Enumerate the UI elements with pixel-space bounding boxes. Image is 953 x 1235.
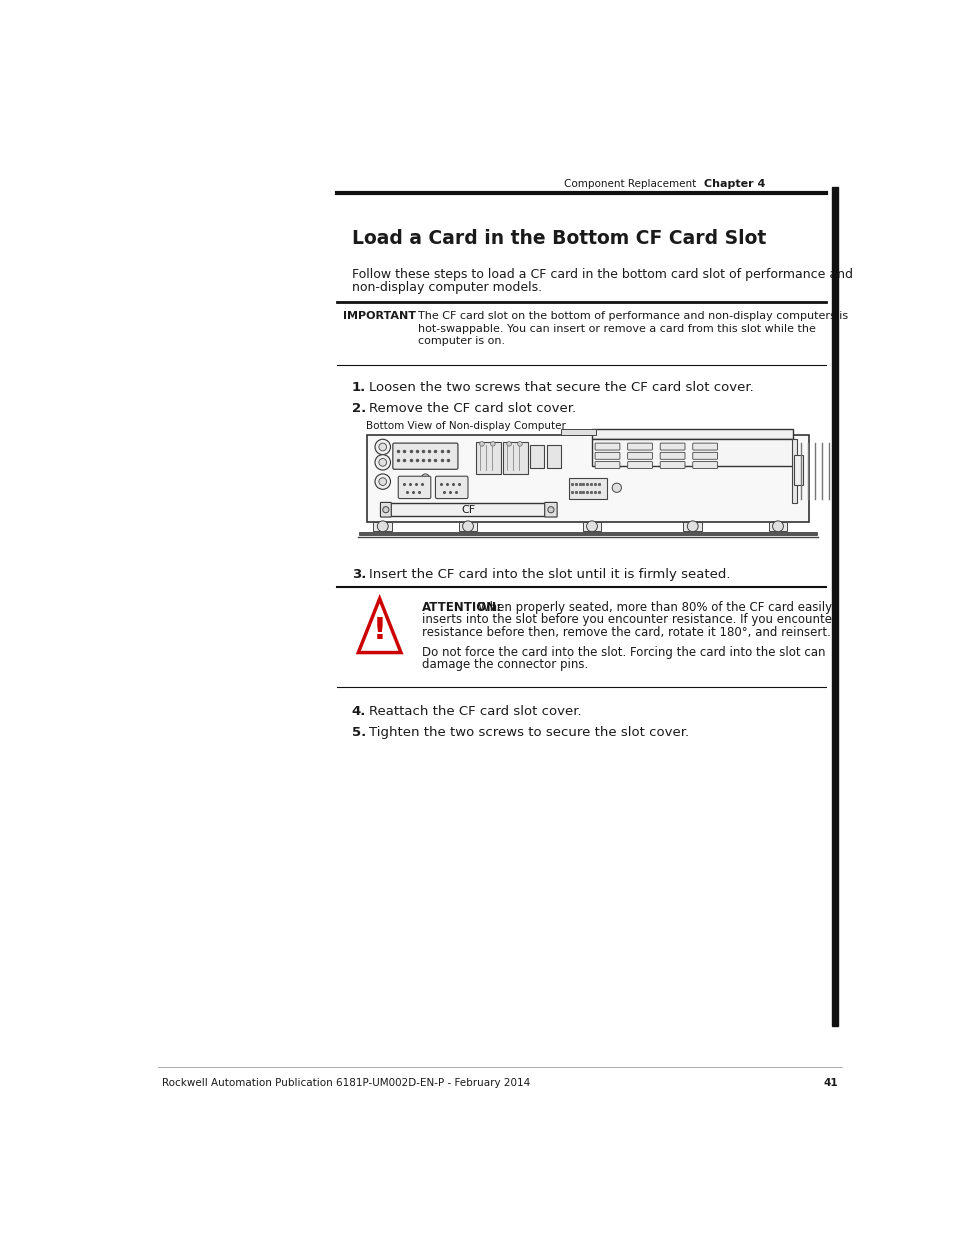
Text: Component Replacement: Component Replacement: [564, 179, 696, 189]
Circle shape: [378, 443, 386, 451]
Text: The CF card slot on the bottom of performance and non-display computers is: The CF card slot on the bottom of perfor…: [418, 311, 847, 321]
FancyBboxPatch shape: [393, 443, 457, 469]
Text: Rockwell Automation Publication 6181P-UM002D-EN-P - February 2014: Rockwell Automation Publication 6181P-UM…: [162, 1078, 530, 1088]
Circle shape: [686, 521, 698, 531]
Bar: [502, 442, 527, 474]
Text: Tighten the two screws to secure the slot cover.: Tighten the two screws to secure the slo…: [369, 726, 688, 740]
FancyBboxPatch shape: [595, 452, 619, 459]
Bar: [592, 440, 793, 466]
FancyBboxPatch shape: [627, 462, 652, 468]
Text: 4.: 4.: [352, 705, 366, 718]
Text: 2.: 2.: [352, 403, 366, 415]
Text: Chapter 4: Chapter 4: [703, 179, 765, 189]
Text: 3.: 3.: [352, 568, 366, 580]
Bar: [582, 521, 600, 531]
Text: When properly seated, more than 80% of the CF card easily: When properly seated, more than 80% of t…: [477, 601, 831, 614]
Circle shape: [547, 506, 554, 513]
Circle shape: [462, 521, 473, 531]
Circle shape: [490, 442, 495, 446]
Circle shape: [375, 440, 390, 454]
FancyBboxPatch shape: [627, 452, 652, 459]
Bar: [390, 503, 545, 516]
Text: 5.: 5.: [352, 726, 366, 740]
FancyBboxPatch shape: [595, 462, 619, 468]
Bar: [373, 521, 392, 531]
Circle shape: [586, 521, 597, 531]
Circle shape: [377, 521, 388, 531]
Text: IMPORTANT: IMPORTANT: [343, 311, 416, 321]
Circle shape: [421, 474, 429, 482]
Text: Reattach the CF card slot cover.: Reattach the CF card slot cover.: [369, 705, 580, 718]
FancyBboxPatch shape: [692, 462, 717, 468]
Circle shape: [517, 442, 521, 446]
FancyBboxPatch shape: [659, 443, 684, 450]
FancyBboxPatch shape: [595, 443, 619, 450]
Circle shape: [479, 442, 484, 446]
Text: computer is on.: computer is on.: [418, 336, 505, 346]
Bar: [476, 442, 500, 474]
Text: hot-swappable. You can insert or remove a card from this slot while the: hot-swappable. You can insert or remove …: [418, 324, 816, 333]
Circle shape: [375, 474, 390, 489]
Text: ATTENTION:: ATTENTION:: [422, 601, 502, 614]
Circle shape: [375, 454, 390, 471]
Text: Loosen the two screws that secure the CF card slot cover.: Loosen the two screws that secure the CF…: [369, 380, 753, 394]
Bar: [768, 521, 786, 531]
Text: 41: 41: [822, 1078, 837, 1088]
FancyBboxPatch shape: [627, 443, 652, 450]
Text: non-display computer models.: non-display computer models.: [352, 282, 541, 294]
Text: Insert the CF card into the slot until it is firmly seated.: Insert the CF card into the slot until i…: [369, 568, 730, 580]
Text: Remove the CF card slot cover.: Remove the CF card slot cover.: [369, 403, 576, 415]
Bar: [458, 521, 476, 531]
FancyBboxPatch shape: [659, 462, 684, 468]
Bar: [592, 430, 793, 440]
Text: resistance before then, remove the card, rotate it 180°, and reinsert.: resistance before then, remove the card,…: [422, 626, 830, 638]
Circle shape: [378, 458, 386, 466]
FancyBboxPatch shape: [435, 477, 468, 499]
Circle shape: [378, 478, 386, 485]
Circle shape: [772, 521, 782, 531]
Bar: [530, 445, 543, 468]
Circle shape: [612, 483, 620, 493]
Bar: [831, 186, 837, 1026]
Bar: [791, 440, 797, 503]
Text: damage the connector pins.: damage the connector pins.: [422, 658, 588, 671]
Circle shape: [382, 506, 389, 513]
Polygon shape: [358, 599, 400, 652]
Text: CF: CF: [460, 505, 475, 515]
Bar: [546, 445, 560, 468]
Text: Follow these steps to load a CF card in the bottom card slot of performance and: Follow these steps to load a CF card in …: [352, 268, 852, 280]
FancyBboxPatch shape: [380, 503, 391, 517]
Text: inserts into the slot before you encounter resistance. If you encounter: inserts into the slot before you encount…: [422, 614, 837, 626]
Text: Bottom View of Non-display Computer: Bottom View of Non-display Computer: [365, 421, 565, 431]
FancyBboxPatch shape: [659, 452, 684, 459]
FancyBboxPatch shape: [692, 443, 717, 450]
Bar: [568, 478, 607, 499]
Bar: [367, 436, 808, 521]
Bar: [682, 521, 701, 531]
Text: !: !: [373, 616, 386, 645]
Text: Do not force the card into the slot. Forcing the card into the slot can: Do not force the card into the slot. For…: [422, 646, 825, 658]
Bar: [560, 430, 596, 436]
Bar: [359, 532, 816, 535]
Bar: [794, 454, 802, 485]
Circle shape: [506, 442, 511, 446]
Text: Load a Card in the Bottom CF Card Slot: Load a Card in the Bottom CF Card Slot: [352, 228, 765, 248]
Text: 1.: 1.: [352, 380, 366, 394]
FancyBboxPatch shape: [397, 477, 431, 499]
FancyBboxPatch shape: [692, 452, 717, 459]
FancyBboxPatch shape: [544, 503, 557, 517]
